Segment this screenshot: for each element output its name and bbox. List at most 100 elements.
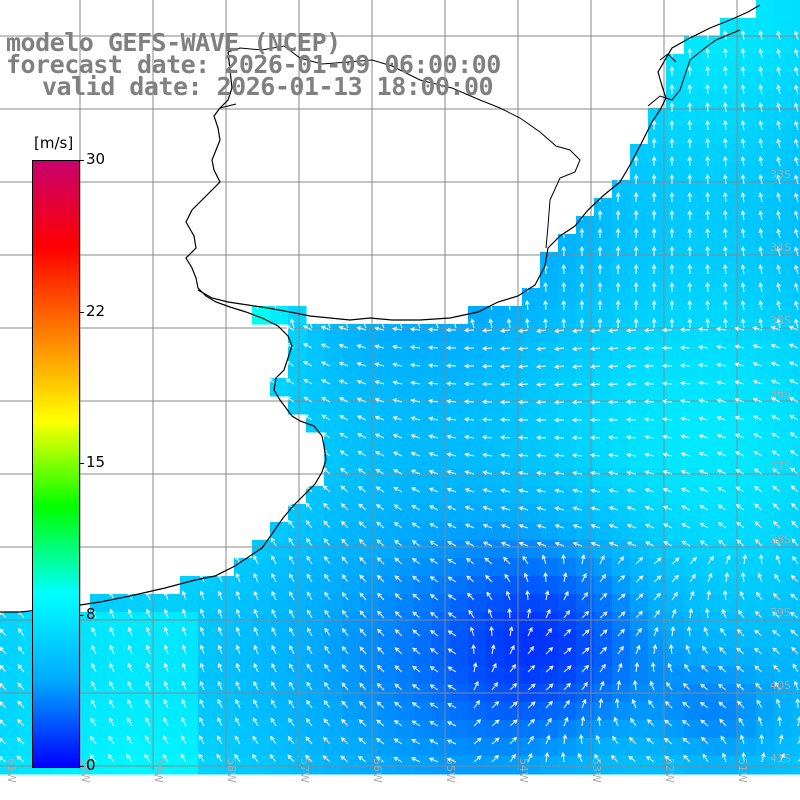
wind-arrow [788, 343, 799, 349]
wind-arrow [463, 363, 475, 369]
wind-arrow [754, 503, 763, 511]
wind-arrow [589, 417, 601, 423]
field-cell [684, 126, 703, 145]
wind-arrow [340, 485, 349, 493]
wind-arrow [303, 414, 313, 421]
wind-arrow [487, 608, 493, 619]
wind-arrow [735, 451, 745, 457]
wind-arrow [181, 608, 187, 619]
field-cell [738, 270, 757, 289]
field-cell [126, 738, 145, 757]
longitude-label: 57W [298, 758, 311, 783]
wind-arrow [412, 629, 421, 637]
wind-arrow [754, 665, 763, 673]
field-cell [576, 504, 595, 523]
field-cell [720, 360, 739, 379]
wind-arrow [648, 699, 655, 709]
wind-arrow [109, 680, 115, 691]
field-cell [432, 648, 451, 667]
field-cell [432, 504, 451, 523]
wind-arrow [626, 435, 637, 440]
field-cell [720, 756, 739, 775]
wind-arrow [644, 452, 655, 458]
field-cell [792, 216, 800, 235]
wind-arrow [758, 300, 764, 311]
field-cell [756, 486, 775, 505]
wind-arrow [486, 591, 493, 601]
field-cell [324, 630, 343, 649]
wind-arrow [127, 717, 133, 727]
wind-arrow [679, 327, 691, 333]
wind-arrow [464, 505, 475, 511]
wind-arrow [571, 399, 583, 405]
wind-arrow [717, 522, 727, 529]
wind-arrow [758, 228, 764, 239]
wind-arrow [643, 345, 655, 351]
field-cell [540, 414, 559, 433]
wind-arrow [572, 453, 583, 458]
field-cell [324, 540, 343, 559]
field-cell [792, 198, 800, 217]
field-cell [234, 594, 253, 613]
field-cell [450, 666, 469, 685]
field-cell [306, 378, 325, 397]
wind-arrow [108, 753, 115, 763]
field-cell [396, 342, 415, 361]
field-cell [774, 432, 793, 451]
wind-arrow [447, 703, 457, 709]
wind-arrow [375, 738, 385, 745]
field-cell [324, 594, 343, 613]
wind-arrow [669, 245, 675, 257]
wind-arrow [392, 326, 403, 332]
field-cell [288, 594, 307, 613]
wind-arrow [790, 485, 799, 493]
field-cell [216, 630, 235, 649]
wind-arrow [199, 572, 205, 583]
field-cell [612, 540, 631, 559]
field-cell [558, 270, 577, 289]
wind-arrow [491, 737, 500, 745]
field-cell [576, 486, 595, 505]
wind-arrow [504, 573, 511, 583]
field-cell [450, 558, 469, 577]
field-cell [630, 594, 649, 613]
field-cell [450, 378, 469, 397]
field-cell [288, 378, 307, 397]
field-cell [306, 666, 325, 685]
field-cell [594, 504, 613, 523]
wind-arrow [320, 361, 331, 367]
field-cell [684, 378, 703, 397]
wind-arrow [285, 378, 295, 385]
wind-arrow [410, 416, 421, 421]
wind-speed-field [0, 0, 800, 775]
field-cell [216, 738, 235, 757]
wind-arrow [481, 363, 493, 369]
field-cell [738, 558, 757, 577]
wind-arrow [341, 556, 349, 565]
field-cell [306, 630, 325, 649]
field-cell [738, 360, 757, 379]
field-cell [738, 378, 757, 397]
field-cell [540, 306, 559, 325]
field-cell [180, 612, 199, 631]
field-cell [774, 720, 793, 739]
wind-arrow [670, 626, 676, 637]
wind-arrow [617, 593, 626, 601]
wind-arrow [446, 434, 457, 440]
field-cell [522, 630, 541, 649]
wind-arrow [109, 626, 115, 637]
field-cell [630, 270, 649, 289]
field-cell [720, 522, 739, 541]
field-cell [162, 612, 181, 631]
wind-arrow [163, 608, 169, 619]
wind-arrow [545, 700, 553, 709]
field-cell [612, 324, 631, 343]
wind-arrow [770, 325, 781, 331]
field-cell [558, 648, 577, 667]
wind-arrow [253, 608, 259, 619]
wind-arrow [718, 701, 727, 709]
wind-arrow [162, 753, 169, 763]
wind-arrow [599, 573, 607, 583]
field-cell [702, 558, 721, 577]
field-cell [702, 594, 721, 613]
